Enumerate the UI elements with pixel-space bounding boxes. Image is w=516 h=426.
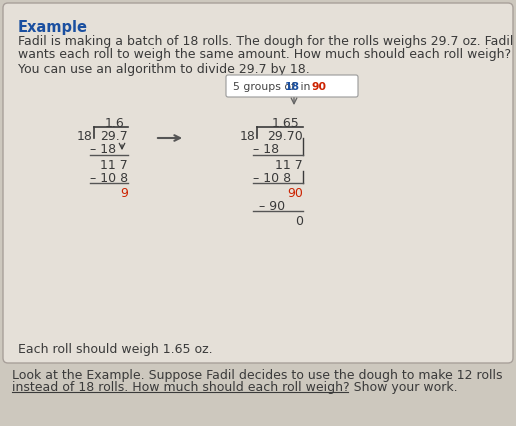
Text: Each roll should weigh 1.65 oz.: Each roll should weigh 1.65 oz. <box>18 342 213 355</box>
Text: 18: 18 <box>285 82 300 92</box>
Text: – 10 8: – 10 8 <box>253 172 291 184</box>
Text: Look at the Example. Suppose Fadil decides to use the dough to make 12 rolls: Look at the Example. Suppose Fadil decid… <box>12 368 503 381</box>
Text: – 90: – 90 <box>259 199 285 213</box>
Text: 0: 0 <box>295 215 303 227</box>
Text: 90: 90 <box>287 187 303 199</box>
Text: – 18: – 18 <box>90 143 116 155</box>
Text: 29.7: 29.7 <box>100 130 128 143</box>
FancyBboxPatch shape <box>3 4 513 363</box>
Text: 9: 9 <box>120 187 128 199</box>
FancyBboxPatch shape <box>226 76 358 98</box>
Text: instead of 18 rolls. How much should each roll weigh? Show your work.: instead of 18 rolls. How much should eac… <box>12 380 458 393</box>
Text: 18: 18 <box>240 130 256 143</box>
Text: 1.65: 1.65 <box>271 117 299 130</box>
Text: Fadil is making a batch of 18 rolls. The dough for the rolls weighs 29.7 oz. Fad: Fadil is making a batch of 18 rolls. The… <box>18 35 513 48</box>
Text: 18: 18 <box>77 130 93 143</box>
Text: 29.70: 29.70 <box>267 130 303 143</box>
Text: You can use an algorithm to divide 29.7 by 18.: You can use an algorithm to divide 29.7 … <box>18 63 310 76</box>
Text: 90: 90 <box>311 82 326 92</box>
Text: – 18: – 18 <box>253 143 279 155</box>
Text: 1.6: 1.6 <box>104 117 124 130</box>
Text: – 10 8: – 10 8 <box>90 172 128 184</box>
Text: wants each roll to weigh the same amount. How much should each roll weigh?: wants each roll to weigh the same amount… <box>18 48 511 61</box>
Text: in: in <box>297 82 314 92</box>
Text: Example: Example <box>18 20 88 35</box>
Text: 5 groups of: 5 groups of <box>233 82 298 92</box>
Text: 11 7: 11 7 <box>100 158 128 172</box>
Text: 11 7: 11 7 <box>275 158 303 172</box>
